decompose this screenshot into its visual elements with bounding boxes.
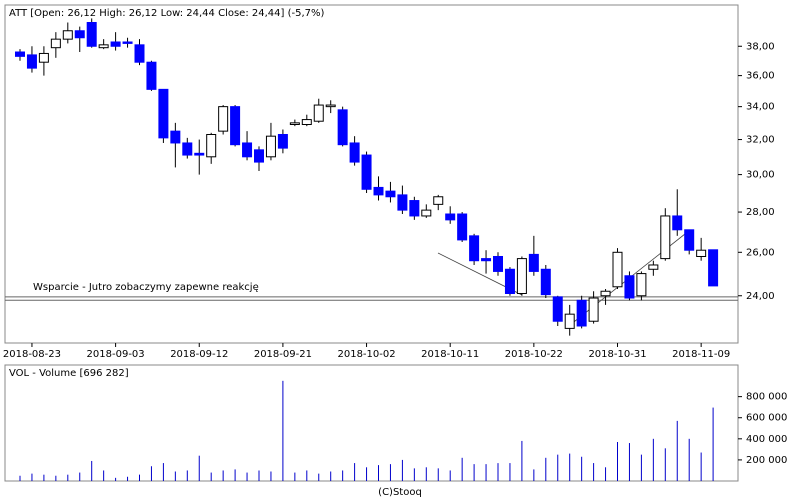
x-tick-label: 2018-10-22 <box>505 349 563 360</box>
candle-body <box>636 273 647 297</box>
candle-body <box>528 253 539 272</box>
candle-body <box>242 142 253 158</box>
candle-body <box>301 119 312 126</box>
y-tick-label: 28,00 <box>746 207 775 218</box>
volume-title: VOL - Volume [696 282] <box>9 368 129 379</box>
footer: (C)Stooq <box>378 487 422 498</box>
candle-body <box>62 30 73 40</box>
candle-body <box>373 186 384 196</box>
candle-body <box>194 152 205 156</box>
x-tick-label: 2018-08-23 <box>3 349 61 360</box>
candle-body <box>206 133 217 158</box>
candle-body <box>146 61 157 90</box>
candle-body <box>134 44 145 63</box>
y-tick-label: 32,00 <box>746 135 775 146</box>
candle-body <box>552 296 563 322</box>
candle-body <box>230 106 241 146</box>
candle-body <box>337 109 348 146</box>
y-tick-label: 400 000 <box>746 434 787 445</box>
candle-body <box>564 313 575 329</box>
candle-body <box>50 38 61 49</box>
candle-body <box>325 104 336 108</box>
candle-body <box>265 135 276 158</box>
x-tick-label: 2018-11-09 <box>672 349 730 360</box>
candle-body <box>612 251 623 288</box>
candle-body <box>182 142 193 156</box>
candle-body <box>445 213 456 221</box>
candle-body <box>277 133 288 149</box>
candle-body <box>349 142 360 163</box>
x-tick-label: 2018-09-03 <box>87 349 145 360</box>
x-tick-label: 2018-10-31 <box>588 349 646 360</box>
y-tick-label: 26,00 <box>746 247 775 258</box>
candle-body <box>74 30 85 39</box>
candle-body <box>600 290 611 297</box>
y-tick-label: 800 000 <box>746 392 787 403</box>
y-tick-label: 30,00 <box>746 170 775 181</box>
candle-body <box>86 21 97 47</box>
candle-body <box>170 130 181 144</box>
y-tick-label: 200 000 <box>746 455 787 466</box>
candle-body <box>38 52 49 63</box>
candle-body <box>493 255 503 272</box>
chart-title: ATT [Open: 26,12 High: 26,12 Low: 24,44 … <box>9 8 324 19</box>
candle-body <box>504 268 515 294</box>
candle-body <box>15 51 25 57</box>
candle-body <box>708 249 719 287</box>
candle-body <box>660 215 671 260</box>
candle-body <box>385 190 396 198</box>
candle-body <box>158 88 169 139</box>
candle-body <box>254 149 264 163</box>
x-tick-label: 2018-09-21 <box>254 349 312 360</box>
y-tick-label: 600 000 <box>746 413 787 424</box>
candle-body <box>696 249 707 257</box>
candle-body <box>516 258 527 294</box>
volume-panel <box>4 364 739 482</box>
candle-body <box>361 154 372 190</box>
candle-body <box>469 235 480 262</box>
candle-body <box>457 213 468 241</box>
candle-body <box>433 196 444 205</box>
y-tick-label: 34,00 <box>746 102 775 113</box>
candle-body <box>540 268 551 296</box>
annotation: Wsparcie - Jutro zobaczymy zapewne reakc… <box>33 282 259 293</box>
candle-body <box>218 106 229 132</box>
candle-body <box>481 258 492 262</box>
x-tick-label: 2018-10-02 <box>337 349 395 360</box>
candle-body <box>98 44 109 49</box>
y-tick-label: 24,00 <box>746 291 775 302</box>
y-tick-label: 38,00 <box>746 41 775 52</box>
candle-body <box>588 297 599 322</box>
candle-body <box>313 104 324 122</box>
candle-body <box>409 200 420 217</box>
candle-body <box>289 122 300 126</box>
candle-body <box>624 275 635 299</box>
candle-body <box>397 194 408 211</box>
x-tick-label: 2018-09-12 <box>170 349 228 360</box>
candle-body <box>26 54 37 69</box>
candle-body <box>648 264 659 270</box>
candle-body <box>122 41 133 44</box>
candle-body <box>576 299 587 327</box>
y-tick-label: 36,00 <box>746 71 775 82</box>
candle-body <box>684 229 695 251</box>
x-tick-label: 2018-10-11 <box>421 349 479 360</box>
candle-body <box>110 41 121 47</box>
candle-body <box>421 209 432 217</box>
candle-body <box>672 215 683 231</box>
